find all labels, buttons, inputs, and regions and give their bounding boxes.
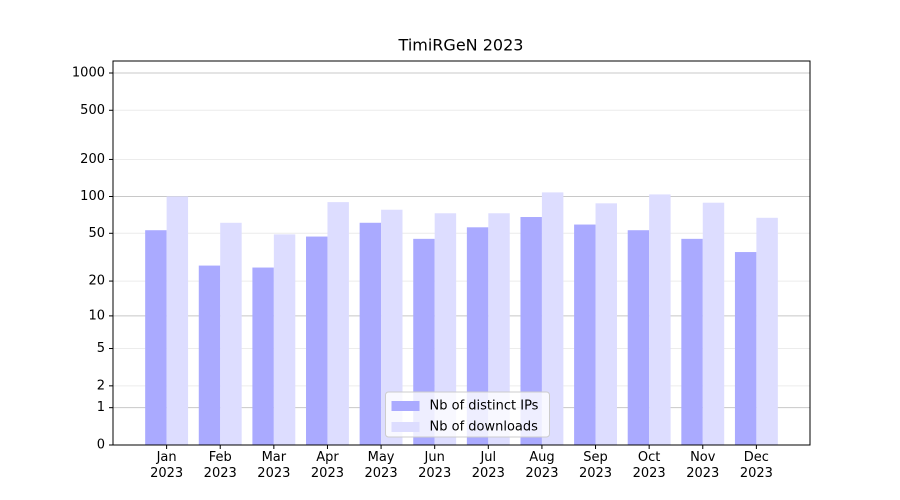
legend-label: Nb of downloads: [430, 420, 539, 435]
bar: [627, 230, 650, 445]
x-tick-label: Jan 2023: [150, 450, 183, 481]
bar: [381, 209, 403, 445]
bar: [166, 196, 189, 445]
y-tick-label: 0: [97, 438, 105, 453]
legend: Nb of distinct IPs Nb of downloads: [385, 391, 550, 438]
x-tick-label: Oct 2023: [633, 450, 666, 481]
bar: [273, 234, 296, 445]
y-tick-label: 20: [88, 274, 105, 289]
legend-label: Nb of distinct IPs: [430, 399, 539, 414]
chart-title: TimiRGeN 2023: [398, 36, 524, 55]
bar: [488, 213, 510, 445]
bar: [198, 265, 221, 445]
x-tick-label: Dec 2023: [740, 450, 773, 481]
x-tick-label: Sep 2023: [579, 450, 612, 481]
legend-box: [385, 391, 550, 438]
axes: 0 1 2 5 10 20 50 100 200 500 1000 Jan 2023 Feb 2023 Mar…: [72, 66, 773, 481]
bar: [145, 230, 167, 445]
bar: [520, 217, 542, 445]
bar: [595, 203, 617, 445]
x-tick-label: Feb 2023: [204, 450, 237, 481]
bar: [734, 252, 757, 445]
bar: [220, 222, 242, 445]
bars: [145, 192, 778, 445]
bar: [434, 213, 457, 445]
y-tick-label: 200: [80, 152, 105, 167]
y-tick-label: 100: [80, 189, 105, 204]
bar: [574, 224, 596, 445]
x-tick-label: Mar 2023: [257, 450, 290, 481]
bar: [649, 194, 671, 445]
bar: [327, 202, 349, 445]
x-tick-label: Apr 2023: [311, 450, 344, 481]
legend-swatch: [391, 401, 420, 411]
bar: [681, 238, 703, 445]
plot-frame: [112, 60, 811, 446]
y-tick-label: 10: [88, 308, 105, 323]
bar: [756, 217, 778, 445]
y-tick-label: 1000: [72, 66, 105, 81]
bar: [252, 267, 274, 445]
x-tick-label: Nov 2023: [686, 450, 719, 481]
y-tick-label: 500: [80, 103, 105, 118]
y-tick-label: 50: [88, 226, 105, 241]
bar: [306, 236, 328, 445]
x-tick-label: May 2023: [365, 450, 398, 481]
bar: [541, 192, 564, 445]
x-tick-label: Aug 2023: [525, 450, 558, 481]
x-tick-label: Jul 2023: [472, 450, 505, 481]
bar: [359, 222, 382, 445]
legend-swatch: [391, 422, 420, 432]
y-tick-label: 5: [97, 341, 105, 356]
x-tick-label: Jun 2023: [418, 450, 451, 481]
y-tick-label: 2: [97, 378, 105, 393]
bar: [702, 202, 725, 445]
y-tick-label: 1: [97, 400, 105, 415]
bar: [466, 227, 489, 445]
